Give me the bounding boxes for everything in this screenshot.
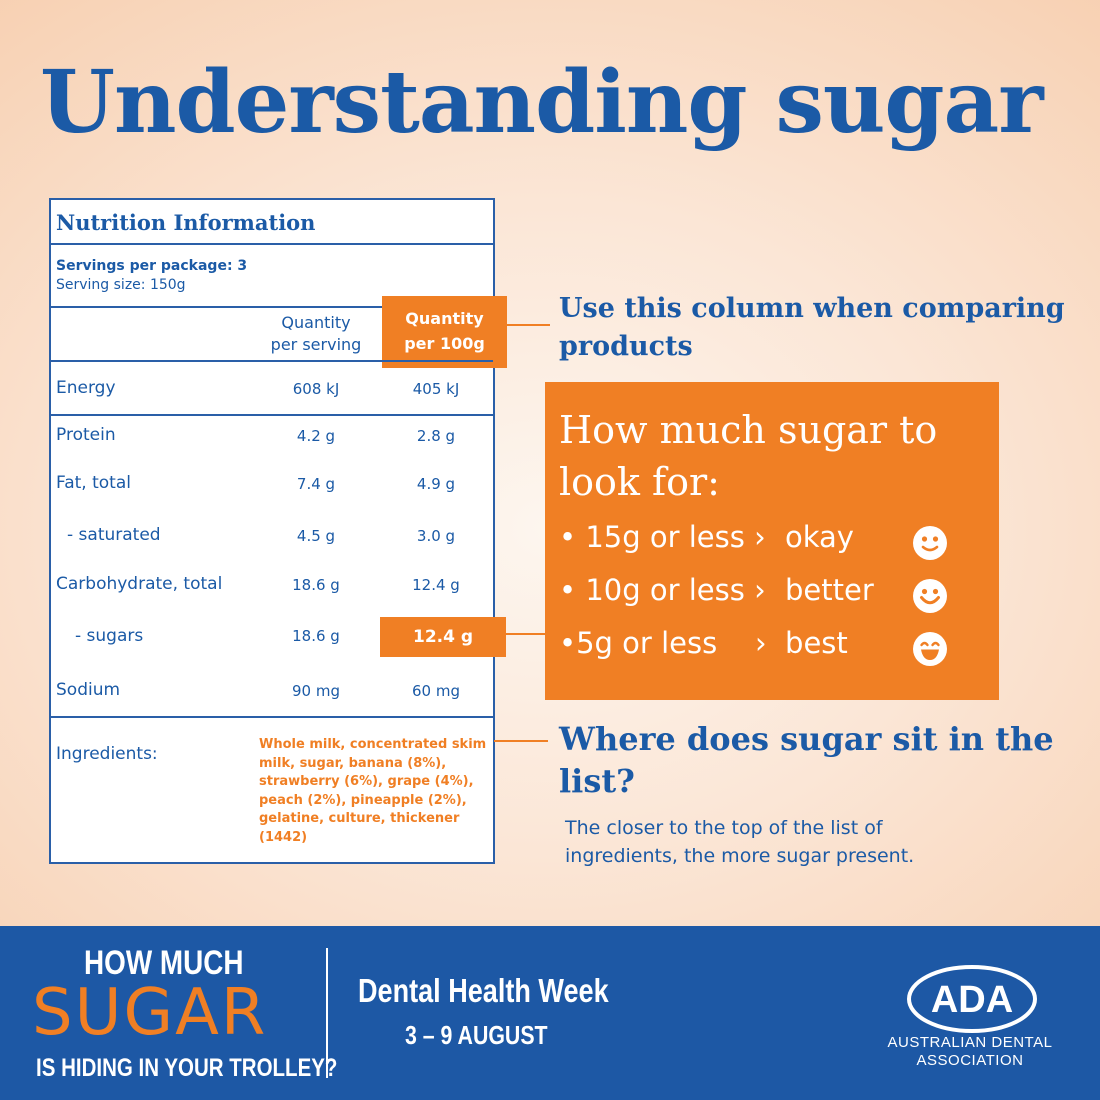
bullet: •	[559, 626, 577, 660]
ingredients-callout-heading: Where does sugar sit in the list?	[559, 720, 1054, 800]
energy-per-serving: 608 kJ	[292, 380, 340, 398]
divider	[51, 716, 493, 718]
protein-per-serving: 4.2 g	[296, 427, 336, 445]
row-label-fat-total: Fat, total	[56, 473, 131, 493]
column-callout: Use this column when comparing products	[559, 293, 1065, 362]
campaign-line-3: IS HIDING IN YOUR TROLLEY?	[36, 1054, 338, 1082]
saturated-per-serving: 4.5 g	[296, 527, 336, 545]
event-dates: 3 – 9 AUGUST	[405, 1020, 548, 1050]
ada-logo: ADA	[907, 965, 1037, 1033]
sugars-per-serving: 18.6 g	[292, 627, 340, 645]
sugar-guide-item: • 10g or less › better	[559, 573, 989, 613]
row-label-sugars: - sugars	[75, 626, 144, 646]
bullet: •	[559, 520, 586, 554]
fat-per-serving: 7.4 g	[296, 475, 336, 493]
sugar-guide-amount: • 15g or less ›	[559, 520, 766, 554]
nutrition-panel: Nutrition Information Servings per packa…	[49, 198, 507, 864]
row-label-protein: Protein	[56, 425, 116, 445]
sugar-guide-rating: › best	[755, 626, 848, 660]
sugar-guide-rating: better	[785, 573, 874, 607]
ingredients-text: Whole milk, concentrated skim milk, suga…	[259, 737, 487, 845]
page-title: Understanding sugar	[40, 52, 1044, 153]
row-label-sodium: Sodium	[56, 680, 121, 700]
footer-divider	[326, 948, 328, 1078]
sugar-guide-rating-text: best	[785, 626, 848, 660]
protein-per-100g: 2.8 g	[416, 427, 456, 445]
sugar-guide-amount: •5g or less	[559, 626, 717, 660]
event-name: Dental Health Week	[358, 972, 609, 1009]
sugar-guide-box: How much sugar to look for: • 15g or les…	[545, 382, 999, 700]
carbohydrate-per-100g: 12.4 g	[412, 576, 460, 594]
divider	[51, 414, 493, 416]
sugar-guide-amount-text: 5g or less	[576, 626, 718, 660]
campaign-line-1: HOW MUCH	[84, 944, 244, 982]
connector-line	[494, 740, 548, 742]
saturated-per-100g: 3.0 g	[416, 527, 456, 545]
column-header-line: Quantity	[281, 313, 351, 332]
logo-text: ADA	[931, 979, 1013, 1021]
ingredients-callout-text: The closer to the top of the list of ing…	[565, 817, 915, 867]
sodium-per-100g: 60 mg	[412, 682, 460, 700]
organisation-name: AUSTRALIAN DENTAL ASSOCIATION	[887, 1034, 1053, 1069]
panel-heading: Nutrition Information	[56, 210, 316, 235]
fat-per-100g: 4.9 g	[416, 475, 456, 493]
column-header-line: Quantity	[405, 309, 484, 328]
grin-icon	[913, 579, 947, 613]
campaign-sugar-word: SUGAR	[32, 976, 268, 1050]
column-header-per-100g: Quantity per 100g	[382, 296, 507, 368]
divider	[51, 306, 493, 308]
sugar-guide-rating: okay	[785, 520, 854, 554]
column-header-line: per serving	[270, 335, 362, 354]
connector-line	[506, 633, 548, 635]
energy-per-100g: 405 kJ	[412, 380, 460, 398]
footer-banner: HOW MUCH SUGAR IS HIDING IN YOUR TROLLEY…	[0, 926, 1100, 1100]
ingredients-label: Ingredients:	[56, 744, 158, 764]
sugar-guide-amount: • 10g or less ›	[559, 573, 766, 607]
divider	[51, 360, 493, 362]
smile-icon	[913, 526, 947, 560]
sugar-guide-item: •5g or less › best	[559, 626, 989, 666]
row-label-saturated: - saturated	[67, 525, 161, 545]
divider	[51, 243, 493, 245]
row-label-energy: Energy	[56, 378, 116, 398]
serving-size: Serving size: 150g	[56, 277, 186, 293]
column-header-per-serving: Quantity per serving	[266, 312, 366, 356]
sugar-guide-heading: How much sugar to look for:	[559, 408, 938, 504]
sugars-per-100g-highlight: 12.4 g	[380, 617, 506, 657]
row-label-carbohydrate: Carbohydrate, total	[56, 574, 223, 594]
bullet: •	[559, 573, 586, 607]
carbohydrate-per-serving: 18.6 g	[292, 576, 340, 594]
sugar-guide-amount-text: 15g or less	[585, 520, 745, 554]
column-header-line: per 100g	[404, 334, 485, 353]
laugh-icon	[913, 632, 947, 666]
sugar-guide-amount-text: 10g or less	[585, 573, 745, 607]
connector-line	[506, 324, 550, 326]
chevron: ›	[755, 626, 786, 660]
sugar-guide-item: • 15g or less › okay	[559, 520, 989, 560]
servings-per-package: Servings per package: 3	[56, 258, 248, 274]
sodium-per-serving: 90 mg	[292, 682, 340, 700]
